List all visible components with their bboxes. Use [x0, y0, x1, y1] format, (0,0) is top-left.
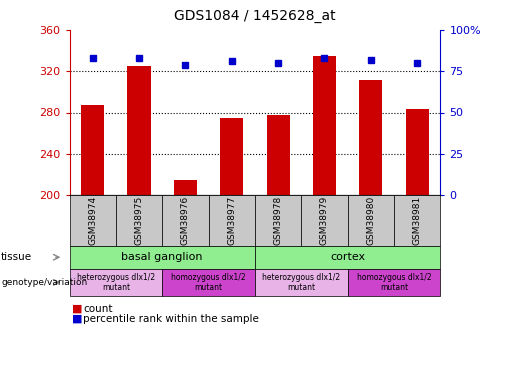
Text: GSM38978: GSM38978 [273, 196, 283, 245]
Text: heterozygous dlx1/2
mutant: heterozygous dlx1/2 mutant [77, 273, 155, 292]
Text: count: count [83, 304, 113, 314]
Text: GSM38974: GSM38974 [88, 196, 97, 245]
Text: GDS1084 / 1452628_at: GDS1084 / 1452628_at [174, 9, 336, 23]
Text: tissue: tissue [1, 252, 32, 262]
Text: GSM38977: GSM38977 [227, 196, 236, 245]
Text: percentile rank within the sample: percentile rank within the sample [83, 314, 260, 324]
Text: ■: ■ [72, 304, 82, 314]
Text: ■: ■ [72, 314, 82, 324]
Text: genotype/variation: genotype/variation [1, 278, 87, 287]
Text: GSM38976: GSM38976 [181, 196, 190, 245]
Text: cortex: cortex [330, 252, 365, 262]
Text: homozygous dlx1/2
mutant: homozygous dlx1/2 mutant [357, 273, 431, 292]
Bar [174, 180, 197, 375]
Bar [313, 56, 336, 375]
Bar [81, 105, 104, 375]
Bar [128, 66, 150, 375]
Text: GSM38979: GSM38979 [320, 196, 329, 245]
Bar [359, 80, 382, 375]
Bar [405, 110, 428, 375]
Text: GSM38980: GSM38980 [366, 196, 375, 245]
Text: GSM38975: GSM38975 [134, 196, 144, 245]
Bar [267, 115, 289, 375]
Text: homozygous dlx1/2
mutant: homozygous dlx1/2 mutant [171, 273, 246, 292]
Text: GSM38981: GSM38981 [413, 196, 422, 245]
Text: basal ganglion: basal ganglion [122, 252, 203, 262]
Text: heterozygous dlx1/2
mutant: heterozygous dlx1/2 mutant [262, 273, 340, 292]
Bar [220, 118, 243, 375]
